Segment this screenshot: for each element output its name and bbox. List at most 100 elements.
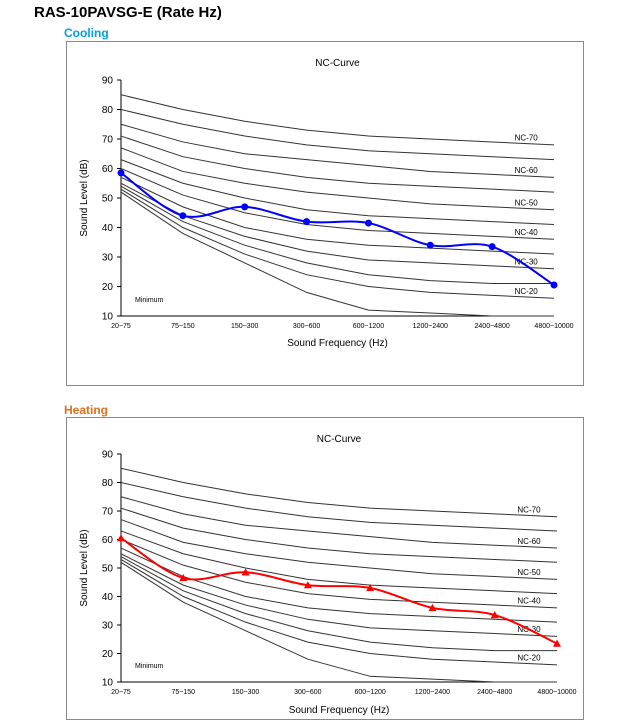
chart-title: NC-Curve xyxy=(315,58,360,69)
y-tick-label: 80 xyxy=(102,105,114,116)
y-tick-label: 60 xyxy=(102,535,114,546)
data-point-marker xyxy=(550,281,558,289)
y-tick-label: 90 xyxy=(102,76,114,87)
x-tick-label: 1200~2400 xyxy=(413,323,448,330)
cooling-section-label: Cooling xyxy=(64,26,109,40)
x-tick-label: 2400~4800 xyxy=(477,689,512,696)
y-tick-label: 50 xyxy=(102,564,114,575)
nc-reference-curve xyxy=(120,147,555,211)
nc-reference-curve xyxy=(120,182,555,270)
data-point-marker xyxy=(490,611,499,619)
y-tick-label: 70 xyxy=(102,507,114,518)
heating-chart-panel: NC-Curve 10 20 30 40 50 60 70 80 90 20~75 75~150 150… xyxy=(66,417,584,720)
y-tick-label: 20 xyxy=(102,649,114,660)
y-tick-label: 30 xyxy=(102,253,114,264)
heating-nc-chart: NC-Curve 10 20 30 40 50 60 70 80 90 20~75 75~150 150… xyxy=(79,434,577,716)
x-tick-label: 20~75 xyxy=(111,323,131,330)
nc-reference-curve xyxy=(120,530,558,595)
y-axis-label: Sound Level (dB) xyxy=(79,529,90,606)
chart-title: NC-Curve xyxy=(317,434,362,445)
y-tick-label: 60 xyxy=(102,164,114,175)
y-tick-label: 70 xyxy=(102,135,114,146)
y-tick-label: 40 xyxy=(102,592,114,603)
y-tick-label: 90 xyxy=(102,450,114,461)
data-point-marker xyxy=(303,581,312,589)
nc-curve-label: NC-20 xyxy=(517,654,541,663)
x-tick-label: 300~600 xyxy=(293,323,321,330)
nc-reference-curve xyxy=(120,482,558,532)
nc-reference-curve xyxy=(120,135,555,193)
data-point-marker xyxy=(179,212,187,220)
page-title: RAS-10PAVSG-E (Rate Hz) xyxy=(34,4,222,21)
data-point-marker xyxy=(426,241,434,249)
nc-reference-curve xyxy=(120,561,557,683)
cooling-chart-panel: NC-Curve 10 20 30 40 50 60 70 80 90 20~75 75~150 150… xyxy=(66,41,584,386)
nc-curve-label: NC-50 xyxy=(515,198,539,207)
nc-reference-curve xyxy=(120,539,558,609)
nc-reference-curve xyxy=(120,109,555,161)
data-point-marker xyxy=(241,203,249,211)
nc-reference-curve xyxy=(120,559,558,666)
data-point-marker xyxy=(364,219,372,227)
x-tick-label: 75~150 xyxy=(171,323,195,330)
x-axis-label: Sound Frequency (Hz) xyxy=(287,338,388,349)
data-point-marker xyxy=(553,639,561,647)
nc-curve-label: NC-70 xyxy=(517,505,541,514)
nc-reference-curve xyxy=(120,553,558,637)
y-tick-label: 10 xyxy=(102,312,114,323)
x-tick-label: 150~300 xyxy=(231,323,259,330)
data-series-line xyxy=(120,537,558,645)
x-tick-label: 4800~10000 xyxy=(537,689,576,696)
nc-reference-curve xyxy=(120,123,555,178)
data-point-marker xyxy=(117,169,125,177)
data-point-marker xyxy=(117,534,125,542)
data-point-marker xyxy=(179,573,188,582)
nc-curve-label: NC-40 xyxy=(517,597,541,606)
nc-reference-curve xyxy=(120,176,555,255)
y-tick-label: 40 xyxy=(102,223,114,234)
nc-curve-label: NC-70 xyxy=(515,134,539,143)
x-axis-label: Sound Frequency (Hz) xyxy=(289,705,390,716)
nc-reference-curve xyxy=(120,496,558,549)
nc-reference-curve xyxy=(120,507,558,563)
data-point-marker xyxy=(241,568,250,576)
x-tick-label: 20~75 xyxy=(111,689,131,696)
data-point-marker xyxy=(366,583,375,592)
nc-curve-label: NC-50 xyxy=(517,568,541,577)
nc-curve-label: NC-60 xyxy=(517,537,541,546)
nc-curve-label: NC-40 xyxy=(515,228,539,237)
x-tick-label: 300~600 xyxy=(294,689,322,696)
nc-curve-label: NC-60 xyxy=(515,166,539,175)
x-tick-label: 4800~10000 xyxy=(534,323,573,330)
x-tick-label: 2400~4800 xyxy=(475,323,510,330)
heating-section-label: Heating xyxy=(64,403,109,417)
minimum-label: Minimum xyxy=(135,663,164,670)
y-tick-label: 80 xyxy=(102,478,114,489)
nc-reference-curve xyxy=(120,188,555,299)
x-tick-label: 600~1200 xyxy=(354,689,385,696)
y-tick-label: 30 xyxy=(102,621,114,632)
x-tick-label: 75~150 xyxy=(172,689,196,696)
y-axis-label: Sound Level (dB) xyxy=(79,159,90,236)
nc-curve-label: NC-20 xyxy=(515,287,539,296)
x-tick-label: 150~300 xyxy=(232,689,260,696)
x-tick-label: 600~1200 xyxy=(353,323,384,330)
y-tick-label: 50 xyxy=(102,194,114,205)
cooling-nc-chart: NC-Curve 10 20 30 40 50 60 70 80 90 20~75 75~150 150… xyxy=(79,58,574,349)
nc-reference-curve xyxy=(120,519,558,580)
nc-reference-curve xyxy=(120,191,554,317)
nc-reference-curve xyxy=(120,168,555,240)
y-tick-label: 20 xyxy=(102,282,114,293)
nc-curve-label: NC-30 xyxy=(515,257,539,266)
nc-reference-curve xyxy=(120,556,557,652)
nc-reference-curve xyxy=(120,94,555,146)
nc-reference-curve xyxy=(120,159,555,226)
data-point-marker xyxy=(428,603,437,612)
x-tick-label: 1200~2400 xyxy=(415,689,450,696)
nc-reference-curve xyxy=(120,467,558,518)
data-point-marker xyxy=(488,243,496,251)
nc-reference-curve xyxy=(120,185,554,285)
data-series-line xyxy=(120,172,555,286)
y-tick-label: 10 xyxy=(102,678,114,689)
minimum-label: Minimum xyxy=(135,297,164,304)
